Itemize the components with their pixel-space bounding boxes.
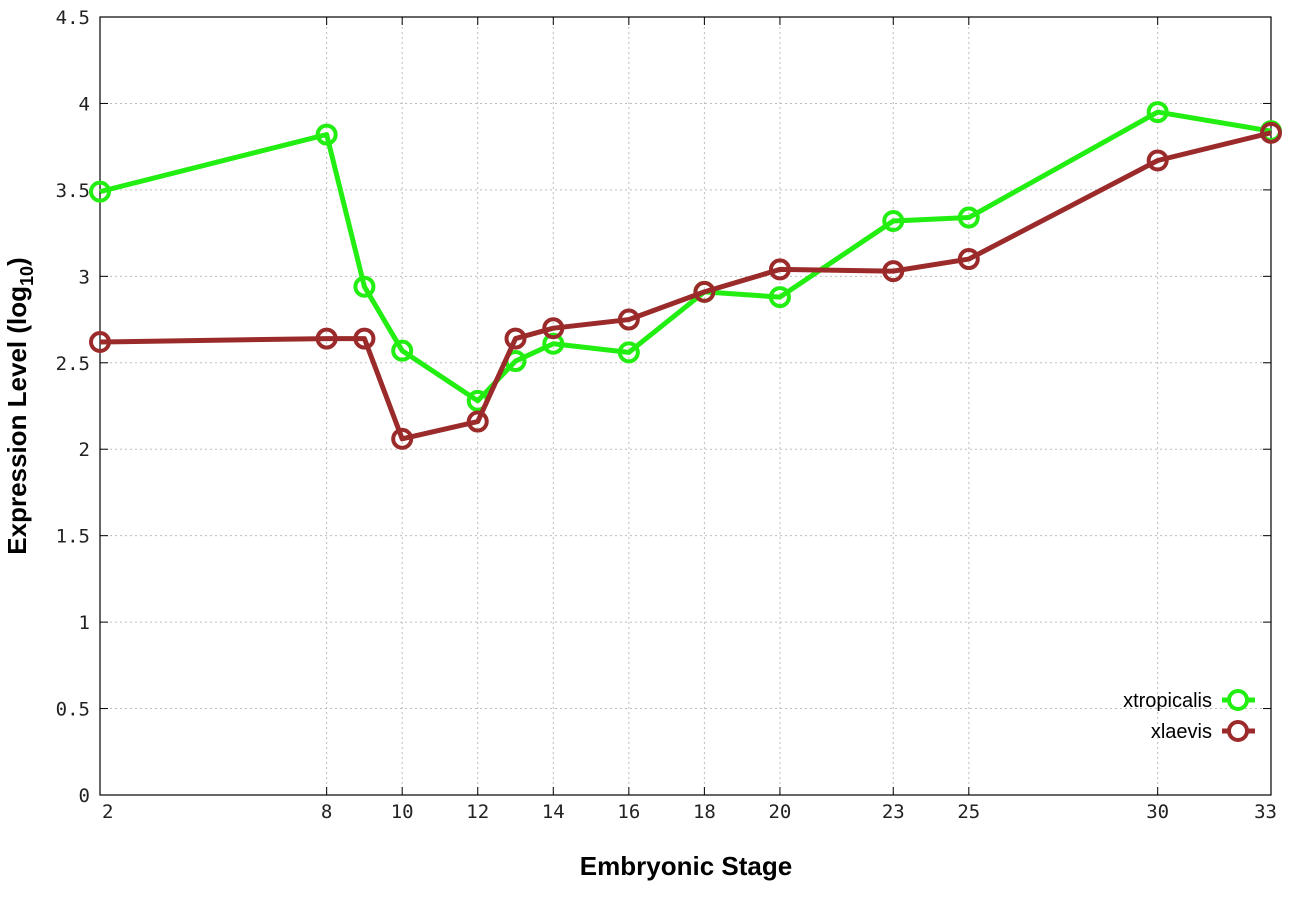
y-tick-label: 1.5 [56, 526, 90, 548]
y-tick-label: 4.5 [56, 7, 90, 29]
data-point-xtropicalis [882, 210, 905, 233]
legend-marker-xtropicalis [1227, 689, 1249, 711]
data-point-xlaevis [1260, 121, 1282, 144]
data-point-xtropicalis [768, 286, 791, 309]
x-tick-label: 16 [617, 801, 640, 823]
data-point-xlaevis [542, 317, 565, 340]
data-point-xlaevis [504, 327, 527, 350]
x-tick-label: 10 [391, 801, 414, 823]
x-tick-label: 12 [466, 801, 489, 823]
series-line-xlaevis [99, 130, 1272, 442]
data-point-xlaevis [89, 331, 111, 354]
series-xlaevis [89, 121, 1282, 450]
data-point-xlaevis [315, 327, 338, 350]
y-tick-label: 0 [79, 785, 90, 807]
legend-label-xtropicalis: xtropicalis [1123, 690, 1212, 712]
plot-frame [99, 16, 1272, 796]
data-point-xtropicalis [89, 180, 111, 203]
x-tick-label: 14 [542, 801, 565, 823]
data-point-xlaevis [617, 308, 640, 331]
data-point-xlaevis [391, 427, 414, 450]
legend-label-xlaevis: xlaevis [1151, 721, 1212, 743]
grid [100, 17, 1271, 795]
y-axis-title-subscript: 10 [17, 266, 37, 286]
x-tick-label: 25 [957, 801, 980, 823]
x-tick-label: 33 [1254, 801, 1277, 823]
data-point-xlaevis [466, 410, 489, 433]
y-axis-title-suffix: ) [2, 257, 32, 266]
data-point-xlaevis [353, 327, 376, 350]
x-tick-label: 30 [1146, 801, 1169, 823]
y-tick-label: 0.5 [56, 699, 90, 721]
x-tick-label: 2 [102, 801, 113, 823]
data-point-xtropicalis [315, 123, 338, 146]
data-point-xtropicalis [542, 332, 565, 355]
data-point-xtropicalis [617, 341, 640, 364]
y-tick-label: 1 [79, 612, 90, 634]
y-axis-title: Expression Level (log10) [2, 257, 37, 554]
data-point-xlaevis [1146, 149, 1169, 172]
axis-ticks: 0 0.5 1 1.5 2 2.5 3 3.5 4 4.5 2 8 10 12 14 16 18 20 23 25 30… [56, 7, 1277, 823]
x-tick-label: 20 [768, 801, 791, 823]
y-tick-label: 4 [79, 93, 90, 115]
data-point-xtropicalis [1146, 101, 1169, 124]
series-layer [89, 101, 1282, 450]
y-tick-label: 3.5 [56, 180, 90, 202]
data-point-xlaevis [957, 248, 980, 271]
data-point-xtropicalis [353, 275, 376, 298]
data-point-xlaevis [768, 258, 791, 281]
data-point-xtropicalis [957, 206, 980, 229]
y-tick-label: 3 [79, 266, 90, 288]
legend: xtropicalis xlaevis [1123, 689, 1255, 743]
legend-marker-xlaevis [1227, 720, 1249, 742]
series-xtropicalis [89, 101, 1282, 412]
y-tick-label: 2 [79, 439, 90, 461]
y-tick-label: 2.5 [56, 353, 90, 375]
data-point-xlaevis [693, 280, 716, 303]
series-line-xtropicalis [99, 109, 1272, 404]
x-axis-title: Embryonic Stage [580, 851, 792, 881]
data-point-xlaevis [882, 260, 905, 283]
y-axis-title-main: Expression Level (log [2, 286, 32, 555]
x-tick-label: 23 [882, 801, 905, 823]
data-point-xtropicalis [391, 339, 414, 362]
x-tick-label: 18 [693, 801, 716, 823]
x-tick-label: 8 [321, 801, 332, 823]
